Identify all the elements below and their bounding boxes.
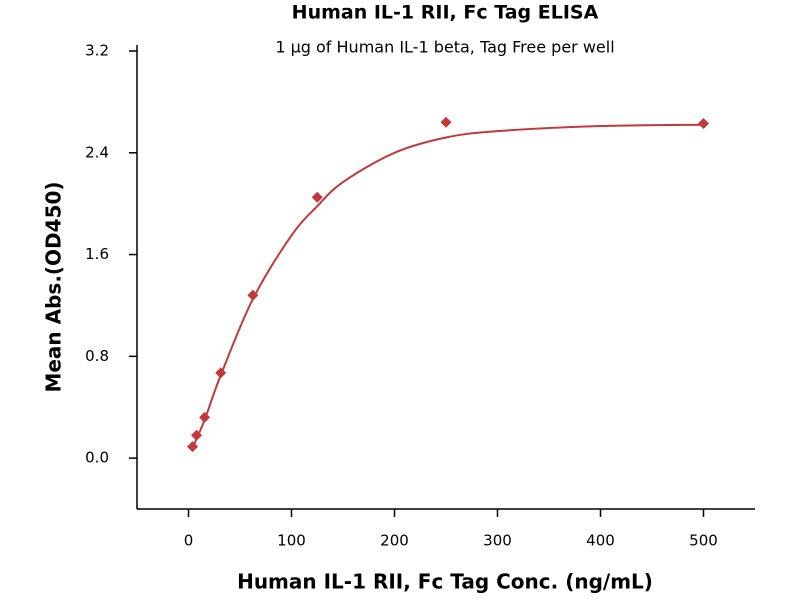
x-tick-label: 400 (586, 532, 615, 550)
data-point (698, 118, 709, 130)
x-tick-label: 300 (483, 532, 512, 550)
y-tick-label: 2.4 (85, 143, 109, 161)
y-tick-label: 0.0 (85, 449, 109, 467)
data-point (311, 191, 323, 203)
x-axis-label: Human IL-1 RII, Fc Tag Conc. (ng/mL) (237, 570, 653, 594)
y-tick-label: 3.2 (85, 42, 109, 60)
x-tick-label: 200 (380, 532, 409, 550)
data-point (440, 116, 452, 128)
x-tick-label: 500 (689, 532, 718, 550)
x-tick-label: 0 (184, 532, 194, 550)
chart-subtitle: 1 μg of Human IL-1 beta, Tag Free per we… (275, 38, 614, 57)
y-tick-label: 1.6 (85, 245, 109, 263)
y-axis-label: Mean Abs.(OD450) (42, 181, 66, 392)
y-tick-label: 0.8 (85, 347, 109, 365)
data-point (187, 441, 199, 453)
chart-title: Human IL-1 RII, Fc Tag ELISA (292, 2, 599, 24)
data-point (191, 429, 203, 441)
data-point (199, 411, 211, 423)
x-tick-label: 100 (277, 532, 306, 550)
data-point (215, 367, 227, 379)
data-point (247, 289, 259, 301)
fit-curve (191, 123, 704, 449)
